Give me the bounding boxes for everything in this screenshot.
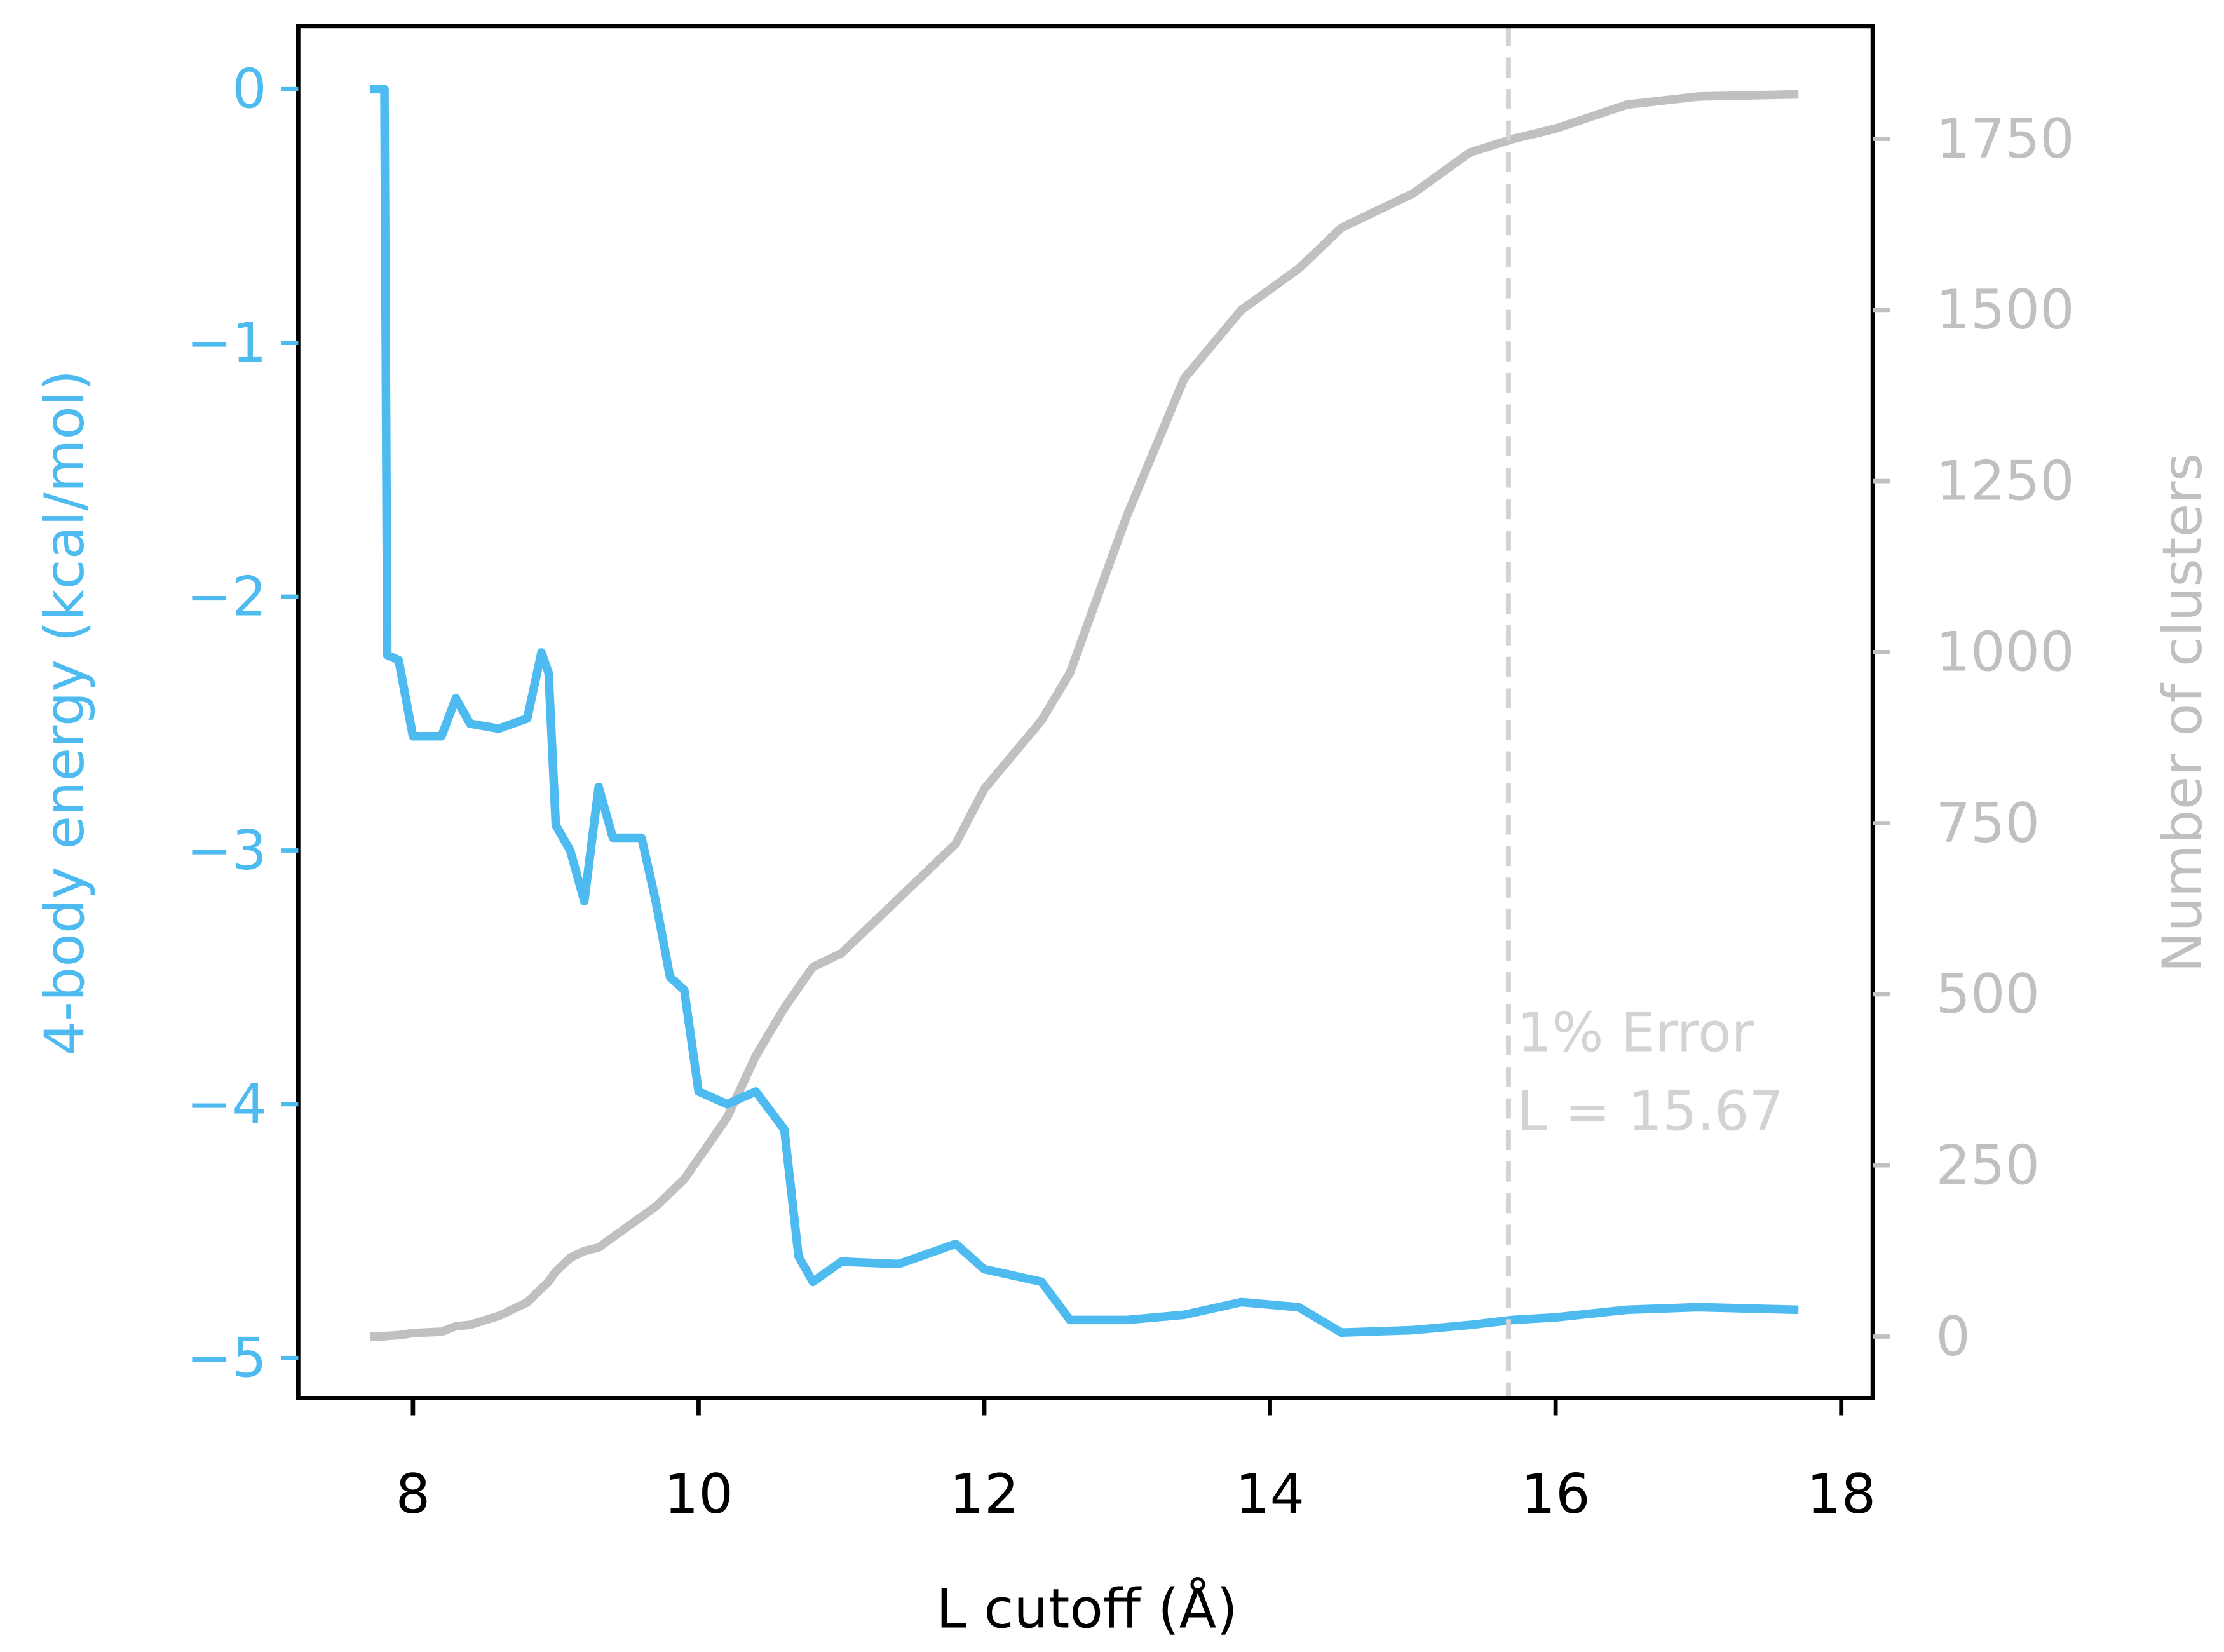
y-tick-label: −3 <box>186 819 266 883</box>
y-tick-label: 0 <box>232 58 267 121</box>
y2-tick-label: 250 <box>1936 1134 2040 1198</box>
y2-tick-label: 0 <box>1936 1305 1970 1369</box>
x-tick-label: 10 <box>664 1463 733 1526</box>
x-tick-label: 18 <box>1807 1463 1876 1526</box>
y-tick-label: −1 <box>186 311 266 375</box>
y-tick-label: −2 <box>186 565 266 628</box>
y-axis-label: 4-body energy (kcal/mol) <box>33 370 97 1056</box>
y2-tick-label: 1250 <box>1936 449 2074 513</box>
data-line <box>370 85 1799 1337</box>
y-tick-label: −4 <box>186 1073 266 1136</box>
x-tick-label: 14 <box>1235 1463 1305 1526</box>
annotation: 1% Error <box>1517 1001 1754 1064</box>
y-tick-label: −5 <box>186 1327 266 1390</box>
plot-frame <box>295 24 1875 1400</box>
x-tick-label: 16 <box>1521 1463 1590 1526</box>
y2-tick-label: 1750 <box>1936 107 2074 171</box>
y2-axis-label: Number of clusters <box>2151 453 2214 973</box>
y2-tick-label: 750 <box>1936 792 2040 855</box>
y2-tick-label: 500 <box>1936 963 2040 1026</box>
annotation: L = 15.67 <box>1517 1080 1784 1143</box>
y2-tick-label: 1000 <box>1936 621 2074 684</box>
data-line <box>370 90 1799 1341</box>
x-tick-label: 12 <box>949 1463 1019 1526</box>
x-tick-label: 8 <box>396 1463 431 1526</box>
x-axis-label: L cutoff (Å) <box>936 1576 1238 1641</box>
y2-tick-label: 1500 <box>1936 278 2074 342</box>
